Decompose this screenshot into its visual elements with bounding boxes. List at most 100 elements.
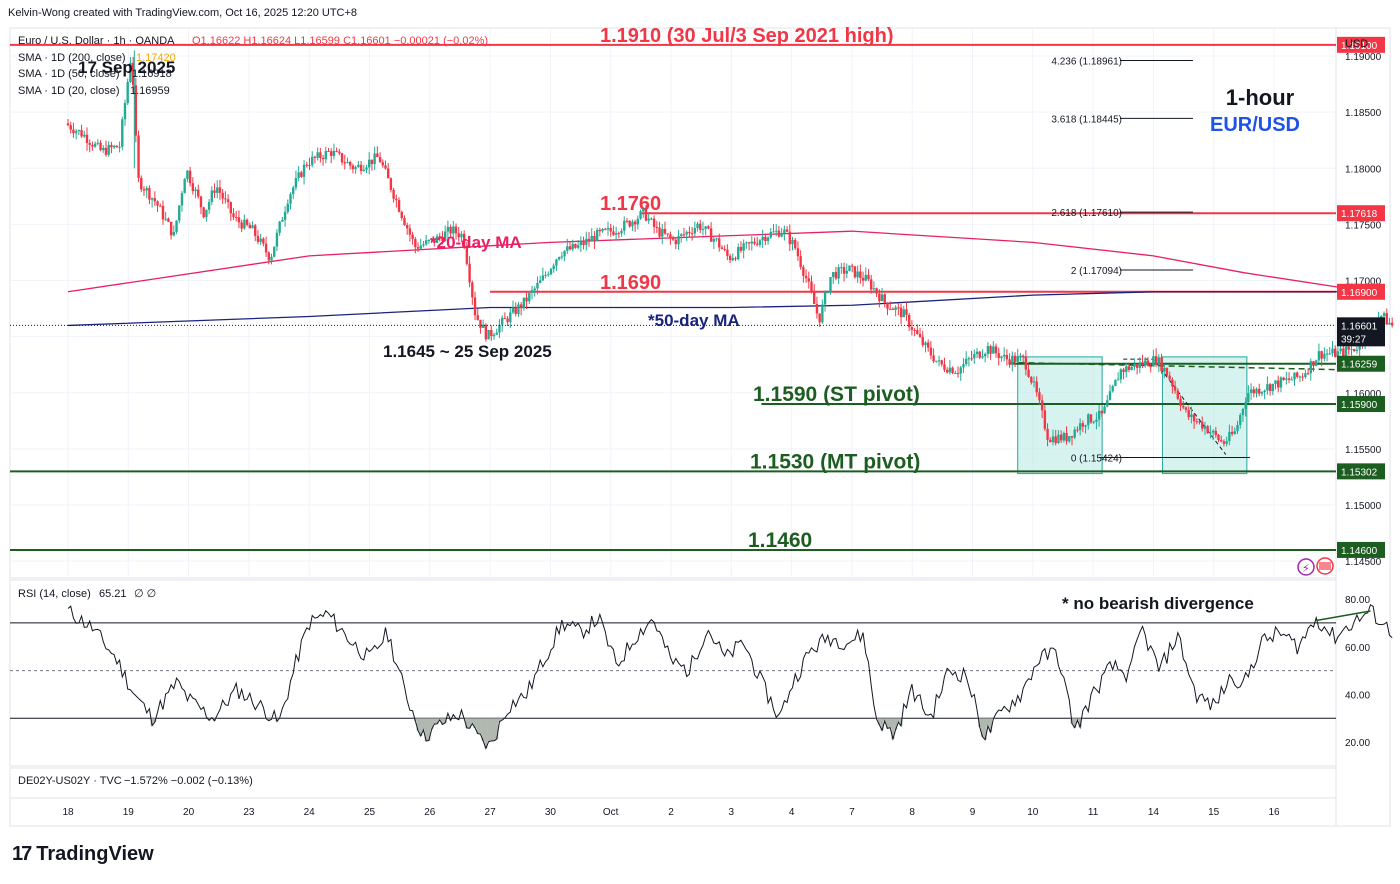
candle-body — [682, 234, 686, 236]
level-price-tag-label: 1.14600 — [1341, 546, 1378, 557]
candle-body — [983, 353, 987, 357]
candle-body — [856, 271, 859, 278]
candle-body — [614, 233, 618, 235]
candle-body — [1336, 351, 1340, 357]
candle-body — [1195, 421, 1199, 423]
candle-body — [821, 304, 824, 323]
candle-body — [278, 221, 281, 233]
range-box — [1161, 356, 1248, 475]
candle-body — [1173, 386, 1177, 391]
horizontal-levels: 1.1910 (30 Jul/3 Sep 2021 high) 1.1760 1.1… — [10, 25, 1371, 552]
rsi-legend[interactable]: RSI (14, close) — [18, 588, 91, 600]
candle-body — [161, 205, 165, 220]
candle-body — [1016, 356, 1019, 362]
candle-body — [905, 309, 908, 315]
level-price-tag-label: 1.19100 — [1341, 41, 1378, 52]
candle-body — [1380, 315, 1383, 318]
candle-body — [815, 304, 819, 314]
candle-body — [777, 230, 781, 237]
annotation-25-sep: 1.1645 ~ 25 Sep 2025 — [383, 342, 552, 361]
candle-body — [93, 143, 97, 147]
candle-body — [229, 202, 233, 214]
main-pane[interactable] — [9, 27, 1337, 579]
candle-body — [617, 233, 621, 235]
candle-body — [563, 250, 566, 257]
spread-legend[interactable]: DE02Y-US02Y · TVC — [18, 775, 122, 787]
candle-body — [191, 183, 195, 192]
candle-body — [1255, 388, 1258, 394]
candle-body — [924, 342, 927, 346]
level-price-tag-label: 1.17618 — [1341, 209, 1378, 220]
lightning-glyph: ⚡ — [1302, 562, 1310, 575]
candle-body — [85, 134, 89, 144]
candle-body — [685, 231, 688, 235]
candle-body — [522, 297, 526, 309]
candle-body — [853, 266, 857, 278]
candle-body — [937, 360, 941, 362]
candle-body — [69, 125, 72, 130]
candle-body — [1350, 348, 1353, 350]
candle-body — [519, 304, 523, 309]
candle-body — [712, 239, 716, 242]
candle-body — [1241, 408, 1245, 416]
candle-body — [807, 278, 810, 282]
candle-body — [400, 211, 403, 218]
sma50-line — [67, 291, 1347, 327]
sma50-legend[interactable]: SMA · 1D (50, close) — [18, 68, 119, 80]
candle-body — [308, 165, 311, 167]
sma20-legend[interactable]: SMA · 1D (20, close) — [18, 85, 119, 97]
candle-body — [186, 170, 189, 180]
candle-body — [1108, 391, 1112, 401]
lightning-icon[interactable] — [1297, 558, 1315, 576]
candle-body — [883, 294, 886, 303]
candle-body — [1233, 431, 1237, 434]
candle-body — [1100, 410, 1104, 414]
sma200-legend[interactable]: SMA · 1D (200, close) — [18, 52, 126, 64]
candle-body — [1027, 369, 1030, 377]
candle-body — [468, 263, 471, 283]
candle-body — [77, 130, 81, 132]
price-axis[interactable] — [1335, 27, 1391, 827]
candle-body — [571, 243, 574, 250]
candle-body — [859, 271, 862, 278]
fib-label: 0 (1.15424) — [1071, 453, 1122, 464]
candle-body — [604, 228, 607, 230]
candle-body — [264, 243, 268, 253]
symbol-legend[interactable]: Euro / U.S. Dollar · 1h · OANDA — [18, 35, 175, 47]
candle-body — [1217, 434, 1220, 441]
currency-button[interactable]: USD — [1345, 38, 1368, 50]
candle-body — [1171, 379, 1174, 387]
candle-body — [1328, 353, 1331, 355]
candle-body — [916, 330, 919, 334]
candle-body — [1271, 383, 1274, 392]
candle-body — [1135, 364, 1139, 368]
candle-body — [612, 231, 615, 235]
date-tick-label: 4 — [789, 807, 795, 818]
rsi-value: 65.21 — [99, 588, 127, 600]
candle-body — [715, 238, 718, 240]
pair-title: EUR/USD — [1210, 114, 1300, 136]
candle-body — [1244, 402, 1247, 409]
candle-body — [1127, 366, 1131, 370]
candle-body — [1138, 362, 1142, 368]
candle-body — [756, 243, 759, 245]
tradingview-brand[interactable]: 17 TradingView — [12, 843, 154, 866]
candle-body — [1073, 429, 1076, 438]
candle-body — [869, 279, 873, 290]
candle-body — [872, 288, 876, 290]
candle-body — [112, 145, 116, 148]
rsi-tick-label: 40.00 — [1345, 690, 1370, 701]
candle-body — [381, 162, 384, 166]
candle-body — [245, 219, 249, 225]
date-tick-label: 27 — [485, 807, 497, 818]
candle-body — [300, 172, 303, 177]
candle-body — [359, 164, 363, 171]
level-label: 1.1530 (MT pivot) — [750, 450, 920, 473]
candle-body — [587, 238, 591, 242]
candle-body — [525, 297, 528, 302]
candle-body — [259, 238, 262, 242]
candle-body — [723, 248, 726, 250]
candle-body — [1230, 431, 1234, 434]
candle-body — [169, 221, 173, 236]
